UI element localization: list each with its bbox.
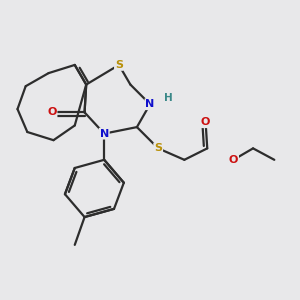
Text: N: N (100, 129, 109, 139)
Text: S: S (154, 143, 162, 153)
Text: O: O (229, 155, 238, 165)
Text: O: O (47, 107, 56, 117)
Text: O: O (201, 117, 210, 127)
Text: N: N (146, 99, 154, 109)
Text: H: H (164, 93, 172, 103)
Text: H: H (164, 93, 172, 103)
Text: S: S (115, 60, 123, 70)
